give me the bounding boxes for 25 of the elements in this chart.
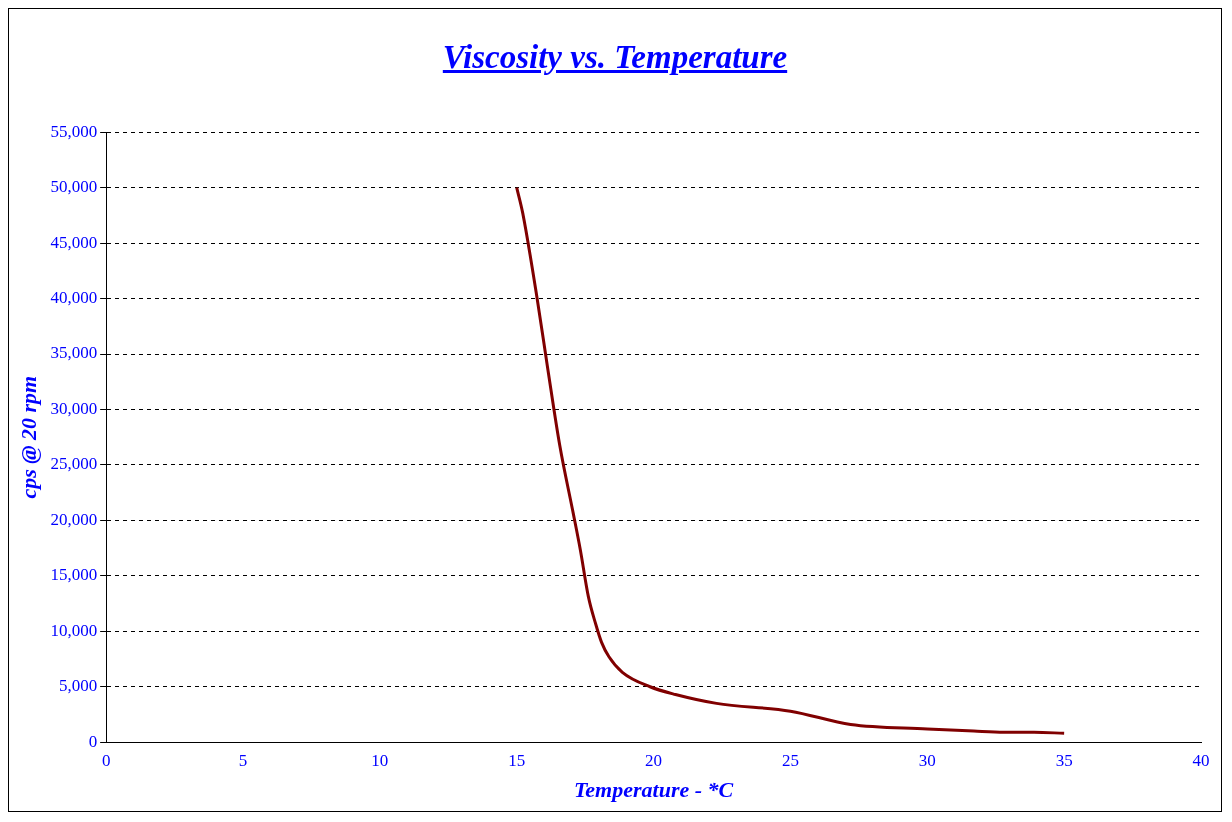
y-axis-title: cps @ 20 rpm <box>15 375 41 499</box>
x-tick-label: 40 <box>1192 750 1210 770</box>
x-axis-title: Temperature - *C <box>573 777 734 803</box>
x-tick-label: 25 <box>781 750 799 770</box>
y-tick-label: 25,000 <box>50 454 98 474</box>
y-tick-label: 0 <box>88 731 98 751</box>
x-tick-label: 15 <box>508 750 526 770</box>
x-tick-label: 35 <box>1055 750 1073 770</box>
y-tick-label: 35,000 <box>50 343 98 363</box>
y-tick-label: 20,000 <box>50 509 98 529</box>
x-tick-label: 5 <box>238 750 248 770</box>
x-tick-label: 0 <box>101 750 111 770</box>
y-tick-label: 15,000 <box>50 565 98 585</box>
x-tick-label: 10 <box>371 750 389 770</box>
y-tick-label: 55,000 <box>50 121 98 141</box>
y-tick-label: 40,000 <box>50 288 98 308</box>
line-series <box>515 186 1066 735</box>
y-tick-label: 30,000 <box>50 398 98 418</box>
y-tick-label: 45,000 <box>50 232 98 252</box>
x-tick-label: 30 <box>918 750 936 770</box>
chart-title: Viscosity vs. Temperature <box>441 39 789 77</box>
y-tick-label: 5,000 <box>58 676 98 696</box>
y-tick-label: 10,000 <box>50 620 98 640</box>
y-tick-label: 50,000 <box>50 177 98 197</box>
x-tick-label: 20 <box>645 750 663 770</box>
